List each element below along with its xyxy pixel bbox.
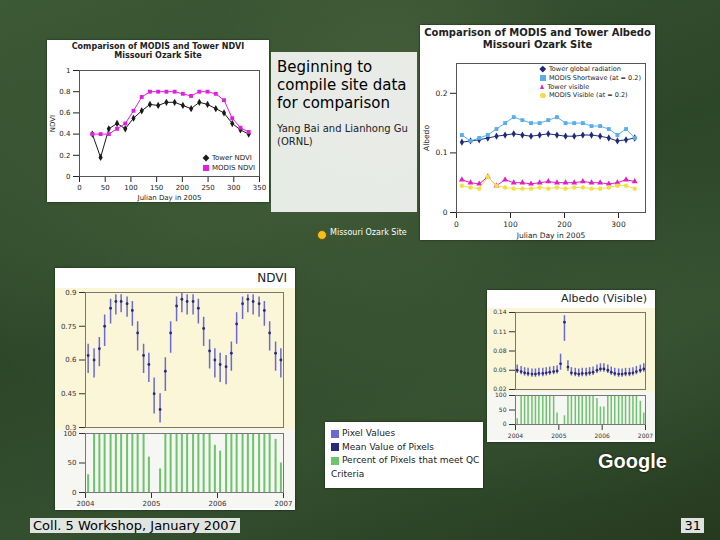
svg-text:Julian Day in 2005: Julian Day in 2005 [516, 231, 586, 240]
svg-text:0: 0 [77, 184, 81, 192]
svg-text:0.08: 0.08 [493, 347, 507, 354]
svg-text:300: 300 [611, 220, 626, 229]
html-text:Missouri Ozark Site: Missouri Ozark Site [330, 228, 407, 237]
svg-text:0.6: 0.6 [65, 356, 77, 364]
svg-text:150: 150 [150, 184, 163, 192]
svg-text:Albedo: Albedo [422, 125, 431, 151]
html-text:Tower visible: Tower visible [547, 82, 590, 91]
svg-text:0: 0 [503, 420, 507, 427]
svg-text:0.6: 0.6 [59, 109, 71, 117]
html-text:Google: Google [598, 450, 667, 472]
svg-text:100: 100 [63, 430, 76, 438]
html-text:MODIS Shortwave (at = 0.2): MODIS Shortwave (at = 0.2) [549, 73, 641, 82]
html-text:Coll. 5 Workshop, January 2007: Coll. 5 Workshop, January 2007 [33, 518, 237, 533]
svg-text:2007: 2007 [275, 500, 293, 508]
html-text:Mean Value of Pixels: Mean Value of Pixels [342, 441, 434, 452]
svg-text:0.75: 0.75 [61, 322, 77, 330]
svg-text:0.45: 0.45 [61, 390, 77, 398]
html-text:Albedo (Visible): Albedo (Visible) [560, 292, 647, 305]
svg-text:2005: 2005 [143, 500, 161, 508]
svg-text:2006: 2006 [209, 500, 227, 508]
html-text:MODIS NDVI: MODIS NDVI [212, 163, 255, 172]
svg-text:0.14: 0.14 [493, 308, 507, 315]
svg-text:100: 100 [503, 220, 518, 229]
svg-text:0: 0 [72, 489, 76, 497]
svg-text:0.05: 0.05 [493, 366, 507, 373]
html-text:Comparison of MODIS and Tower: Comparison of MODIS and Tower NDVI [71, 42, 245, 51]
svg-text:100: 100 [124, 184, 137, 192]
html-text:Yang Bai and Lianhong Gu (ORNL: Yang Bai and Lianhong Gu (ORNL) [277, 123, 408, 147]
html-text:Missouri Ozark Site: Missouri Ozark Site [482, 38, 593, 50]
svg-text:2004: 2004 [77, 500, 95, 508]
html-text:MODIS Visible (at = 0.2): MODIS Visible (at = 0.2) [549, 91, 628, 100]
svg-text:300: 300 [227, 184, 240, 192]
svg-text:2006: 2006 [595, 432, 610, 439]
svg-text:2004: 2004 [508, 432, 523, 439]
html-text:NDVI: NDVI [257, 271, 287, 285]
svg-text:NDVI: NDVI [49, 115, 57, 132]
html-text:31: 31 [684, 518, 701, 533]
svg-text:0.8: 0.8 [59, 88, 70, 96]
html-text:Comparison of MODIS and Tower: Comparison of MODIS and Tower Albedo [424, 27, 651, 38]
html-text:Tower global radiation: Tower global radiation [549, 65, 621, 73]
svg-text:200: 200 [176, 184, 189, 192]
svg-text:250: 250 [201, 184, 214, 192]
html-text:Tower NDVI: Tower NDVI [212, 154, 252, 163]
svg-text:0.2: 0.2 [436, 89, 448, 98]
svg-text:0: 0 [66, 173, 70, 181]
svg-text:0.1: 0.1 [436, 148, 448, 157]
svg-text:0: 0 [454, 220, 459, 229]
html-text:Missouri Ozark Site: Missouri Ozark Site [114, 51, 202, 61]
svg-text:0.11: 0.11 [493, 328, 507, 335]
svg-text:50: 50 [499, 406, 507, 413]
svg-text:0.4: 0.4 [59, 130, 71, 138]
html-text:Pixel Values: Pixel Values [342, 428, 396, 438]
svg-text:0.2: 0.2 [59, 152, 70, 160]
svg-text:50: 50 [68, 459, 77, 467]
svg-text:2005: 2005 [551, 432, 566, 439]
svg-text:350: 350 [253, 184, 266, 192]
svg-text:0.9: 0.9 [65, 289, 76, 297]
svg-text:0.02: 0.02 [493, 385, 507, 392]
svg-text:50: 50 [101, 184, 110, 192]
svg-text:100: 100 [495, 392, 507, 398]
html-text:Beginning to compile site data: Beginning to compile site data for compa… [277, 58, 407, 112]
svg-text:2007: 2007 [638, 432, 653, 439]
svg-text:200: 200 [557, 220, 572, 229]
svg-text:1: 1 [66, 67, 70, 75]
svg-text:0: 0 [443, 208, 448, 217]
svg-text:Julian Day in 2005: Julian Day in 2005 [137, 194, 202, 202]
html-text:Percent of Pixels that meet QC: Percent of Pixels that meet QC Criteria [331, 455, 480, 479]
